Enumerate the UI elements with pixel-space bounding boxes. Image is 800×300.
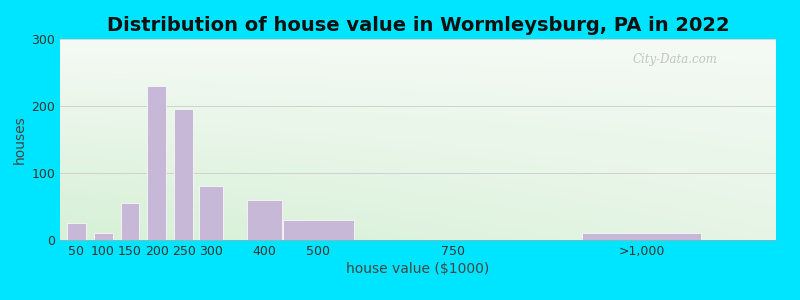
Bar [199,186,222,240]
Title: Distribution of house value in Wormleysburg, PA in 2022: Distribution of house value in Wormleysb… [106,16,730,35]
X-axis label: house value ($1000): house value ($1000) [346,262,490,276]
Bar [121,203,139,240]
Bar [147,86,166,240]
Text: City-Data.com: City-Data.com [633,53,718,66]
Bar [94,233,113,240]
Bar [247,200,282,240]
Bar [582,233,701,240]
Bar [283,220,354,240]
Bar [66,223,86,240]
Y-axis label: houses: houses [13,115,27,164]
Bar [174,109,194,240]
